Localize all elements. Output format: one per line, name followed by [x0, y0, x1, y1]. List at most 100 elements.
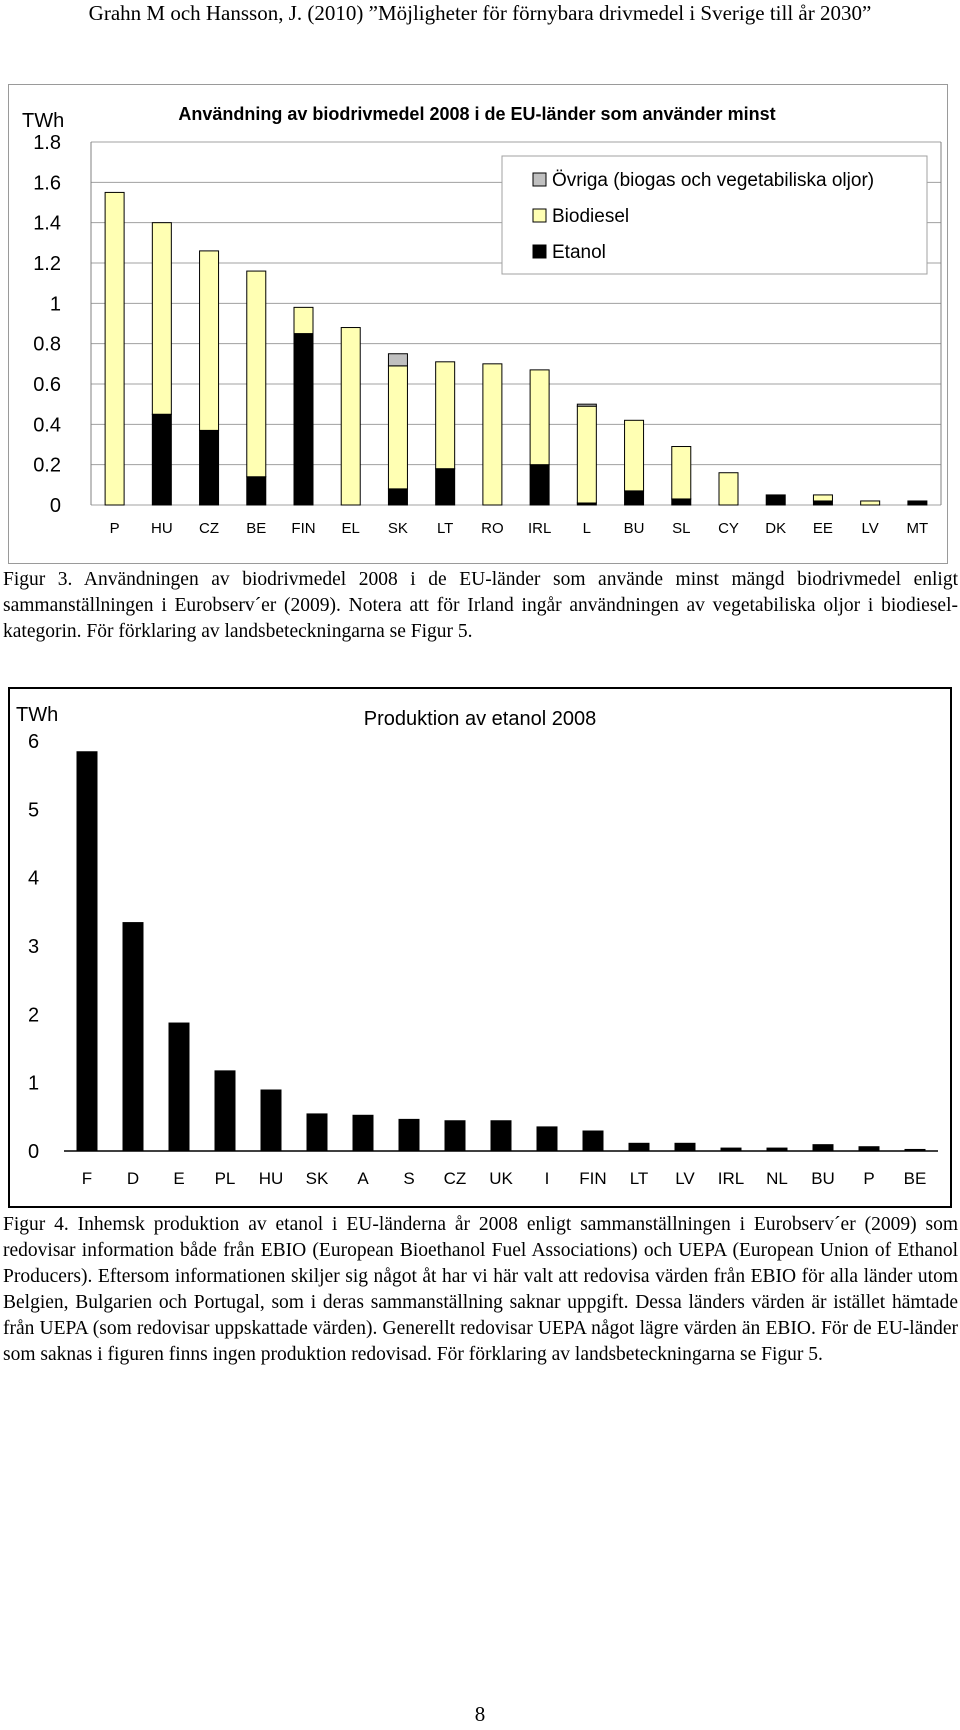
- chart1-x-tick-label: CY: [718, 520, 739, 537]
- chart2-bar-d: [122, 922, 144, 1151]
- chart1-y-tick-label: 1.4: [33, 213, 61, 235]
- chart1-x-tick-label: SL: [672, 520, 690, 537]
- chart2-bar-irl: [720, 1147, 742, 1151]
- chart1-bar-biodiesel-lt: [435, 361, 456, 470]
- chart2-x-tick-label: F: [82, 1169, 92, 1188]
- chart1-bar-biodiesel-el: [340, 327, 361, 506]
- chart2-bar-hu: [260, 1089, 282, 1151]
- chart2-x-tick-label: A: [357, 1169, 369, 1188]
- chart1-y-tick-label: 0.8: [33, 334, 61, 356]
- chart1-bar-etanol-cz: [199, 429, 220, 506]
- chart2-x-tick-label: FIN: [579, 1169, 606, 1188]
- chart1-legend-box: [501, 155, 928, 275]
- chart1-legend-label: Övriga (biogas och vegetabiliska oljor): [552, 170, 874, 191]
- chart2-bar-lv: [674, 1142, 696, 1151]
- chart2-bar-a: [352, 1114, 374, 1151]
- chart1-bar-biodiesel-sk: [387, 365, 408, 490]
- chart1-y-unit: TWh: [22, 110, 64, 132]
- chart1-bar-vriga-biogas-och-vegetabiliska-oljor-sk: [387, 353, 408, 367]
- chart1-x-tick-label: P: [110, 520, 120, 537]
- page-number: 8: [474, 1702, 486, 1726]
- chart-ethanol-production: Produktion av etanol 2008 TWh 0 1 2 3 4 5 6 F D…: [16, 704, 938, 1188]
- chart1-y-tick-label: 1.2: [33, 253, 61, 275]
- chart2-x-tick-label: SK: [306, 1169, 329, 1188]
- chart1-x-tick-label: SK: [388, 520, 408, 537]
- chart1-y-tick-label: 0.2: [33, 455, 61, 477]
- chart2-x-tick-label: LT: [630, 1169, 649, 1188]
- chart1-bar-etanol-sk: [387, 488, 408, 506]
- chart2-x-tick-label: LV: [675, 1169, 695, 1188]
- chart1-x-tick-label: CZ: [199, 520, 219, 537]
- chart2-bar-lt: [628, 1142, 650, 1151]
- chart1-bar-biodiesel-p: [104, 191, 125, 506]
- chart1-bar-biodiesel-fin: [293, 306, 314, 335]
- chart1-x-tick-label: FIN: [291, 520, 315, 537]
- chart2-x-tick-label: D: [127, 1169, 139, 1188]
- chart2-bar-nl: [766, 1147, 788, 1151]
- chart1-bar-biodiesel-l: [576, 405, 597, 504]
- chart1-bar-etanol-mt: [907, 500, 928, 506]
- chart1-bar-etanol-dk: [765, 494, 786, 506]
- chart1-y-tick-label: 0: [50, 495, 61, 517]
- chart1-legend: Övriga (biogas och vegetabiliska oljor) B…: [501, 155, 928, 275]
- chart1-x-tick-label: DK: [765, 520, 786, 537]
- chart1-bar-etanol-be: [246, 476, 267, 506]
- chart2-bar-pl: [214, 1070, 236, 1151]
- chart1-legend-swatch-vriga-biogas-och-vegetabiliska-oljor: [532, 172, 547, 187]
- chart2-x-axis: F D E PL HU SK A S CZ UK I FIN LT LV IRL NL BU P BE: [82, 1169, 927, 1188]
- chart1-bars: [104, 191, 928, 506]
- chart2-x-tick-label: BU: [811, 1169, 835, 1188]
- chart2-bar-bu: [812, 1144, 834, 1151]
- chart2-bar-be: [904, 1148, 926, 1151]
- chart1-legend-label: Etanol: [552, 242, 606, 263]
- chart2-x-tick-label: CZ: [444, 1169, 467, 1188]
- chart1-x-tick-label: EE: [813, 520, 833, 537]
- chart1-bar-etanol-fin: [293, 333, 314, 506]
- chart1-bar-biodiesel-cy: [718, 472, 739, 506]
- chart2-bar-s: [398, 1118, 420, 1151]
- chart1-bar-vriga-biogas-och-vegetabiliska-oljor-l: [576, 403, 597, 407]
- chart2-bar-i: [536, 1126, 558, 1151]
- chart1-bar-etanol-bu: [624, 490, 645, 506]
- chart2-bar-e: [168, 1022, 190, 1151]
- chart2-title: Produktion av etanol 2008: [364, 708, 596, 730]
- chart2-x-tick-label: UK: [489, 1169, 513, 1188]
- chart1-x-tick-label: BU: [624, 520, 645, 537]
- chart-ethanol-production-frame: Produktion av etanol 2008 TWh 0 1 2 3 4 5 6 F D…: [8, 687, 952, 1208]
- chart1-y-tick-label: 0.4: [33, 414, 61, 436]
- chart1-x-tick-label: LT: [437, 520, 453, 537]
- chart1-x-tick-label: HU: [151, 520, 173, 537]
- chart2-bar-p: [858, 1146, 880, 1151]
- chart1-bar-biodiesel-irl: [529, 369, 550, 466]
- chart2-y-tick-label: 5: [28, 799, 39, 821]
- chart2-y-tick-label: 4: [28, 868, 39, 890]
- chart1-x-tick-label: BE: [246, 520, 266, 537]
- chart1-x-tick-label: MT: [907, 520, 929, 537]
- chart1-y-tick-label: 0.6: [33, 374, 61, 396]
- figure-3-caption: Figur 3. Användningen av biodrivmedel 20…: [3, 569, 958, 642]
- chart2-y-axis: 0 1 2 3 4 5 6: [28, 731, 39, 1163]
- chart1-bar-biodiesel-be: [246, 270, 267, 478]
- chart2-bar-f: [76, 751, 98, 1151]
- chart1-bar-biodiesel-cz: [199, 250, 220, 431]
- chart-biofuel-usage-frame: Användning av biodrivmedel 2008 i de EU-…: [8, 84, 948, 564]
- chart-biofuel-usage: Användning av biodrivmedel 2008 i de EU-…: [22, 104, 942, 537]
- chart1-bar-biodiesel-bu: [624, 419, 645, 492]
- chart2-x-tick-label: I: [545, 1169, 550, 1188]
- chart1-bar-etanol-hu: [151, 413, 172, 506]
- chart1-x-tick-label: L: [583, 520, 591, 537]
- chart1-bar-biodiesel-ee: [812, 494, 833, 502]
- chart1-bar-etanol-irl: [529, 464, 550, 506]
- chart1-x-tick-label: IRL: [528, 520, 551, 537]
- chart1-bar-biodiesel-hu: [151, 222, 172, 415]
- chart2-x-tick-label: NL: [766, 1169, 788, 1188]
- chart2-bar-sk: [306, 1113, 328, 1151]
- chart1-bar-etanol-sl: [671, 498, 692, 506]
- chart1-x-tick-label: LV: [862, 520, 879, 537]
- chart2-bar-fin: [582, 1130, 604, 1151]
- chart1-legend-swatch-biodiesel: [532, 208, 547, 223]
- running-header: Grahn M och Hansson, J. (2010) ”Möjlighe…: [88, 1, 872, 25]
- chart1-x-tick-label: EL: [342, 520, 360, 537]
- chart2-x-tick-label: E: [173, 1169, 184, 1188]
- chart1-x-axis: P HU CZ BE FIN EL SK LT RO IRL L BU SL CY DK EE LV MT: [110, 520, 929, 537]
